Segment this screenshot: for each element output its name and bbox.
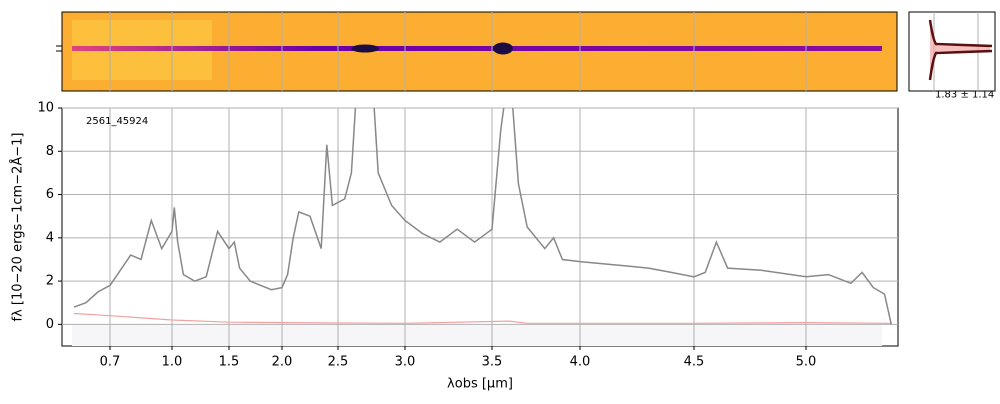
x-tick-label: 2.5: [328, 355, 349, 370]
x-tick-label: 4.0: [570, 355, 591, 370]
x-tick-label: 3.0: [395, 355, 416, 370]
profile-fill: [930, 20, 990, 80]
x-tick-label: 1.0: [162, 355, 183, 370]
x-tick-label: 3.5: [482, 355, 503, 370]
spectrum-2d: [61, 11, 898, 92]
trace-blob: [493, 42, 513, 55]
y-tick-label: 0: [46, 317, 54, 332]
trace-blob: [351, 44, 379, 53]
x-axis-label: λobs [μm]: [447, 377, 513, 392]
object-label: 2561_45924: [86, 116, 148, 127]
y-tick-label: 4: [46, 230, 54, 245]
y-axis-label: fλ [10−20 ergs−1cm−2Å−1]: [10, 133, 26, 322]
series-line: [73, 108, 893, 325]
y-tick-label: 8: [46, 144, 54, 159]
x-tick-label: 2.0: [272, 355, 293, 370]
profile-line: [928, 19, 993, 81]
trace: [72, 46, 882, 51]
plot-area: [61, 107, 899, 347]
x-tick-label: 4.5: [684, 355, 705, 370]
x-tick-label: 0.7: [100, 355, 121, 370]
x-tick-label: 1.5: [219, 355, 240, 370]
y-tick-label: 2: [46, 274, 54, 289]
profile-annotation: 1.83 ± 1.14: [935, 89, 994, 100]
x-tick-label: 5.0: [796, 355, 817, 370]
y-tick-label: 10: [37, 101, 54, 116]
y-tick-label: 6: [46, 187, 54, 202]
series-line: [73, 312, 892, 324]
zero-band: [72, 325, 882, 346]
